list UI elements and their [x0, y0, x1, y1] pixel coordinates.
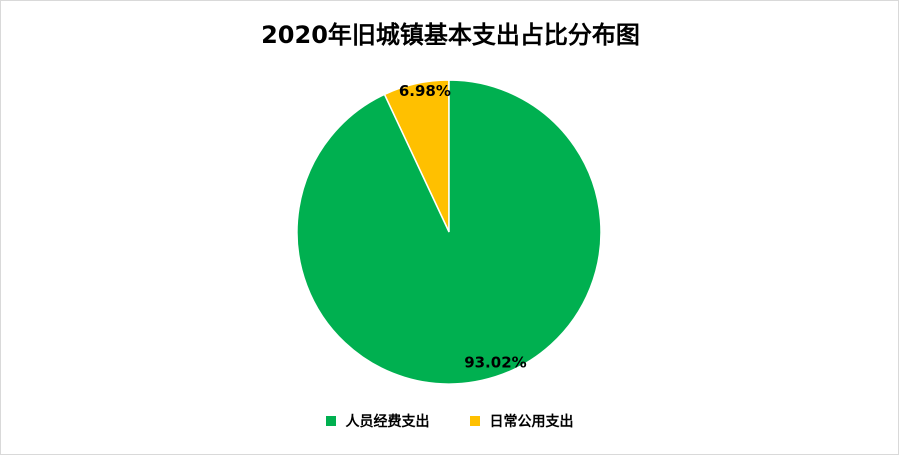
data-label-personnel: 93.02% [464, 354, 526, 372]
legend-item-personnel[interactable]: 人员经费支出 [325, 411, 430, 431]
legend-item-public[interactable]: 日常公用支出 [469, 411, 574, 431]
legend: 人员经费支出 日常公用支出 [0, 411, 899, 431]
chart-title: 2020年旧城镇基本支出占比分布图 [261, 21, 640, 49]
data-label-public: 6.98% [399, 82, 451, 100]
legend-swatch-personnel [325, 416, 336, 426]
pie-slice-personnel[interactable] [296, 79, 602, 385]
legend-label-personnel: 人员经费支出 [345, 414, 430, 430]
legend-swatch-public [469, 416, 480, 426]
legend-label-public: 日常公用支出 [489, 414, 574, 430]
